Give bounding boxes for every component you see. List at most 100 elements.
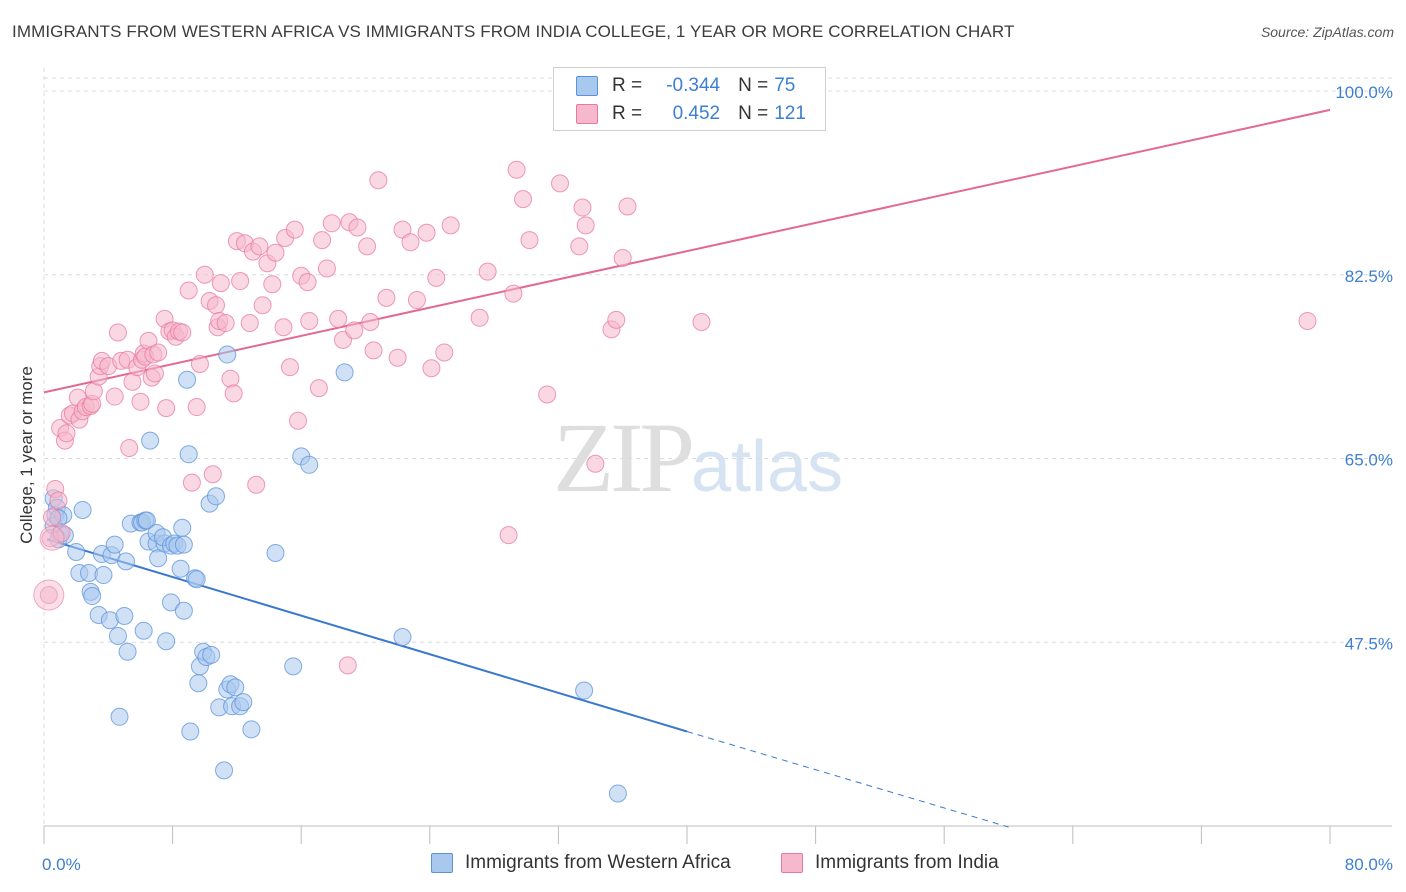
point-india: [179, 281, 198, 300]
point-india: [57, 424, 76, 443]
point-india: [211, 274, 230, 293]
tick-labels: 47.5% 65.0% 82.5% 100.0% 0.0% 80.0%: [42, 83, 1393, 874]
point-western-africa: [116, 552, 135, 571]
point-western-africa: [174, 535, 193, 554]
point-india: [470, 308, 489, 327]
legend-row-western-africa: R = -0.344 N = 75: [576, 74, 795, 98]
point-india: [364, 341, 383, 360]
point-india: [108, 323, 127, 342]
point-western-africa: [115, 607, 134, 625]
point-india: [247, 475, 266, 494]
point-india: [288, 411, 307, 430]
point-western-africa: [137, 511, 156, 530]
point-india: [309, 379, 328, 398]
point-india: [39, 586, 58, 604]
point-india: [231, 272, 250, 291]
point-india: [407, 290, 426, 309]
trend-lines: [43, 108, 1331, 828]
point-india: [120, 439, 139, 457]
point-india: [586, 454, 605, 473]
point-western-africa: [608, 784, 627, 803]
point-western-africa: [335, 363, 354, 382]
point-india: [173, 323, 192, 342]
point-india: [393, 220, 412, 239]
point-western-africa: [234, 693, 253, 712]
trend-line-western-africa-extension: [686, 731, 1009, 828]
chart-title: IMMIGRANTS FROM WESTERN AFRICA VS IMMIGR…: [12, 22, 1015, 41]
point-india: [190, 355, 209, 373]
point-india: [253, 296, 272, 315]
point-india: [322, 214, 341, 233]
point-western-africa: [141, 431, 160, 450]
point-western-africa: [242, 720, 261, 739]
point-western-africa: [284, 657, 303, 676]
point-western-africa: [266, 544, 285, 562]
legend-swatch-western-africa: [576, 76, 598, 96]
point-western-africa: [134, 621, 153, 640]
point-india: [52, 524, 71, 543]
point-india: [145, 364, 164, 383]
trend-line-western-africa: [46, 538, 688, 733]
point-western-africa: [171, 559, 190, 578]
point-india: [313, 231, 332, 250]
series-label-western-africa: Immigrants from Western Africa: [465, 852, 731, 873]
series-label-india: Immigrants from India: [815, 852, 999, 873]
series-legend-india[interactable]: Immigrants from India: [781, 852, 999, 874]
point-western-africa: [181, 722, 200, 741]
legend-row-india: R = 0.452 N = 121: [576, 102, 806, 126]
point-western-africa: [215, 761, 234, 780]
point-india: [348, 218, 367, 237]
point-india: [514, 190, 533, 209]
point-india: [131, 392, 150, 411]
point-india: [274, 318, 293, 337]
point-western-africa: [202, 645, 221, 664]
point-india: [240, 314, 259, 333]
y-tick-label: 100.0%: [1335, 83, 1393, 102]
point-india: [388, 348, 407, 367]
point-india: [317, 259, 336, 278]
point-western-africa: [179, 445, 198, 464]
point-india: [422, 359, 441, 378]
point-india: [401, 233, 420, 252]
series-swatch-india: [781, 853, 803, 873]
point-india: [221, 369, 240, 388]
point-india: [329, 309, 348, 328]
point-western-africa: [187, 570, 206, 589]
point-india: [692, 313, 711, 331]
point-india: [224, 384, 243, 403]
point-india: [507, 160, 526, 179]
point-india: [300, 311, 319, 330]
point-india: [250, 237, 269, 256]
point-india: [504, 284, 523, 303]
point-india: [441, 216, 460, 235]
point-india: [1298, 311, 1317, 330]
point-western-africa: [73, 500, 92, 519]
point-india: [43, 508, 62, 527]
point-western-africa: [118, 642, 137, 661]
point-western-africa: [94, 566, 113, 585]
legend-r-label: R =: [612, 75, 643, 96]
legend-n-label: N =: [738, 75, 769, 96]
point-india: [149, 343, 168, 362]
axes: [43, 825, 1392, 844]
point-india: [195, 265, 214, 284]
source-credit: Source: ZipAtlas.com: [1260, 24, 1394, 40]
point-india: [435, 343, 454, 362]
y-tick-label: 82.5%: [1345, 267, 1393, 286]
watermark-zip: ZIP: [553, 402, 695, 513]
series-swatch-western-africa: [431, 853, 453, 873]
point-india: [377, 288, 396, 307]
series-legend-western-africa[interactable]: Immigrants from Western Africa: [431, 852, 731, 874]
point-western-africa: [575, 681, 594, 700]
point-india: [263, 275, 282, 294]
point-india: [570, 237, 589, 256]
point-india: [49, 491, 68, 510]
point-western-africa: [207, 487, 226, 506]
point-western-africa: [300, 455, 319, 474]
point-india: [338, 656, 357, 675]
point-western-africa: [105, 535, 124, 554]
point-western-africa: [189, 674, 208, 693]
trend-line-india: [43, 108, 1331, 394]
point-india: [607, 310, 626, 329]
point-india: [618, 197, 637, 216]
